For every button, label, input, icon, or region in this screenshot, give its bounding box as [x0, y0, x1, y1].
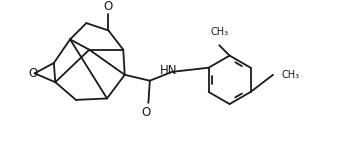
Text: CH₃: CH₃ — [282, 70, 300, 80]
Text: O: O — [28, 67, 37, 80]
Text: O: O — [141, 106, 151, 119]
Text: HN: HN — [160, 64, 178, 77]
Text: O: O — [104, 0, 113, 13]
Text: CH₃: CH₃ — [210, 27, 228, 37]
